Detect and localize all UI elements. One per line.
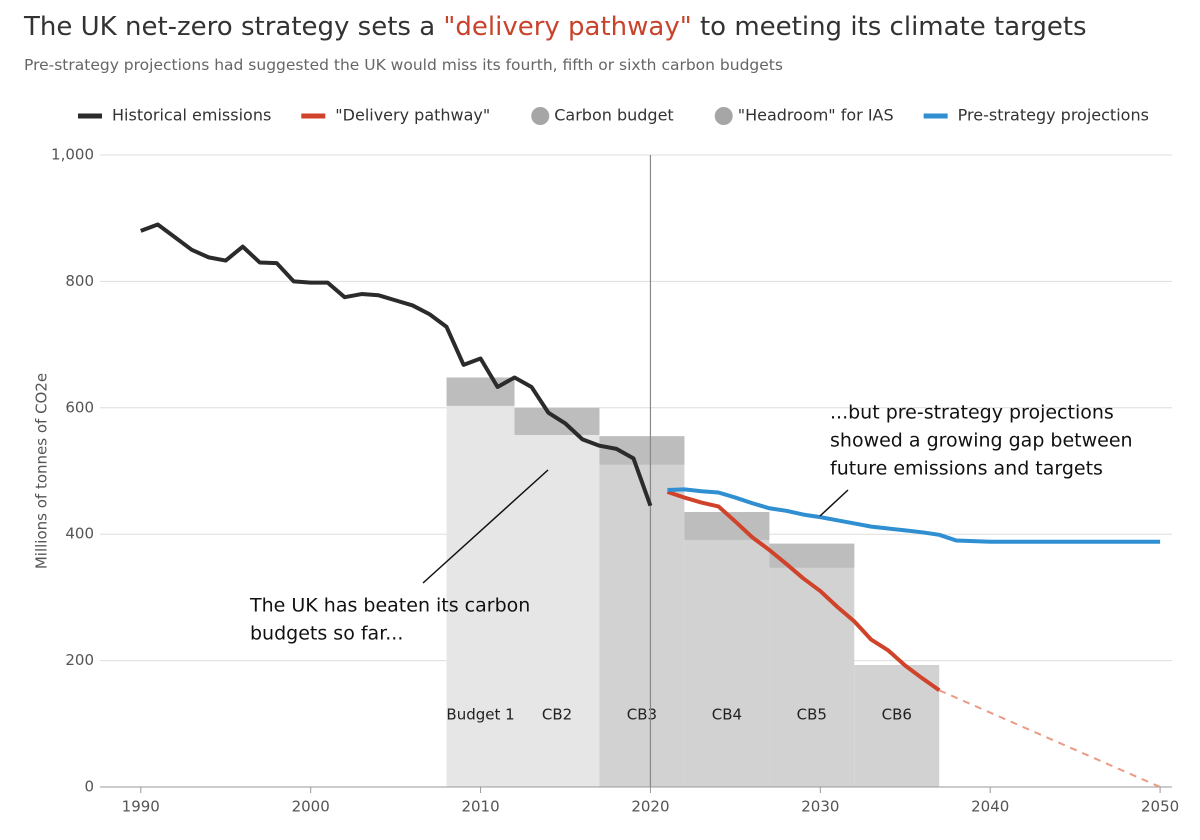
line [666,489,941,692]
legend-swatch [714,107,733,125]
x-tick-label: 2050 [1141,798,1179,816]
budget-label: CB6 [882,706,912,724]
budget-label: CB2 [542,706,572,724]
y-tick-label: 1,000 [51,146,94,164]
budget-label: CB3 [627,706,657,724]
x-tick-label: 2000 [292,798,330,816]
budget-label: CB5 [797,706,827,724]
annotation: budgets so far... [250,623,403,645]
chart-subtitle: Pre-strategy projections had suggested t… [24,56,783,74]
legend-label: Historical emissions [112,106,271,125]
line [667,487,1161,544]
chart-title: The UK net-zero strategy sets a "deliver… [24,12,1087,42]
title-part: to meeting its climate targets [691,12,1087,42]
x-tick-label: 2020 [631,798,669,816]
carbon-budget [769,543,855,787]
annotation: showed a growing gap between [830,430,1133,452]
headroom [514,407,600,435]
x-tick-label: 2030 [801,798,839,816]
annotation-pointer [819,489,849,517]
headroom [769,543,855,568]
budget-label: Budget 1 [446,706,514,724]
carbon-budget [684,512,770,787]
headroom [684,512,770,540]
annotation: ...but pre-strategy projections [830,402,1114,424]
annotation-pointer [422,469,549,584]
y-axis-label: Millions of tonnes of CO2e [33,373,51,569]
legend-label: Carbon budget [554,106,673,125]
y-tick-label: 800 [65,272,94,290]
x-tick-label: 2010 [461,798,499,816]
y-tick-label: 600 [65,398,94,416]
x-tick-label: 1990 [122,798,160,816]
legend-label: Pre-strategy projections [958,106,1149,125]
legend-swatch [531,107,550,125]
budget-label: CB4 [712,706,742,724]
x-tick-label: 2040 [971,798,1009,816]
carbon-budget [854,665,940,787]
title-highlight: "delivery pathway" [443,12,692,42]
annotation: The UK has beaten its carbon [249,595,530,617]
line [140,222,653,507]
y-tick-label: 0 [84,778,94,796]
title-part: The UK net-zero strategy sets a [24,12,444,42]
y-tick-label: 200 [65,651,94,669]
line-extension [938,689,1161,788]
carbon-budget [514,407,600,787]
y-tick-label: 400 [65,525,94,543]
legend-label: "Delivery pathway" [335,106,490,125]
annotation: future emissions and targets [830,458,1103,480]
carbon-budget [446,377,515,787]
legend-label: "Headroom" for IAS [738,106,894,125]
headroom [599,436,685,465]
